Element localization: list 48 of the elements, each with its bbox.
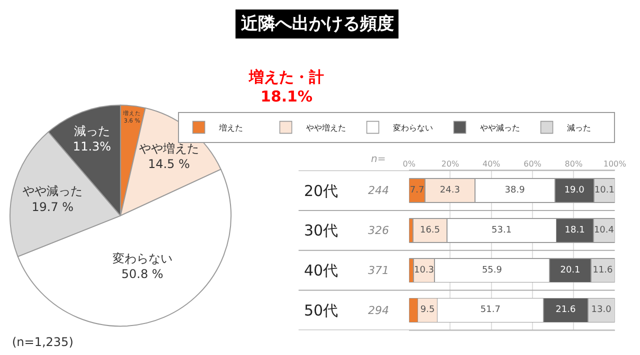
data-label: 19.7 % [32, 200, 74, 214]
data-label: 50.8 % [121, 267, 164, 282]
legend-label: 減った [566, 123, 591, 132]
slice-label: 変わらない [112, 252, 172, 266]
data-label: 11.6 [592, 265, 614, 276]
data-label: 10.3 [414, 265, 434, 276]
y-tick-label: 50代 [304, 301, 338, 320]
legend-label: 増えた [218, 123, 243, 132]
slice-label: やや増えた [138, 141, 199, 156]
data-label: 10.4 [594, 225, 614, 236]
data-label: 7.7 [410, 186, 424, 196]
data-label: 55.9 [482, 265, 502, 276]
data-label: 18.1 [564, 225, 585, 236]
y-tick-label: 30代 [304, 222, 338, 240]
legend-label: やや減った [480, 123, 520, 132]
data-label: 14.5 % [148, 156, 190, 171]
slice-label: 減った [74, 124, 110, 138]
text: 294 [368, 304, 389, 317]
data-label: 13.0 [591, 305, 612, 316]
x-tick-label: 60% [524, 159, 542, 168]
x-tick-label: 100% [603, 159, 627, 168]
text: 244 [368, 184, 389, 197]
x-tick-label: 80% [564, 159, 583, 168]
y-tick-label: 20代 [304, 182, 338, 200]
data-label: 51.7 [480, 305, 500, 316]
data-label: 10.1 [594, 186, 614, 196]
legend-label: 変わらない [392, 123, 433, 132]
data-label: 19.0 [564, 186, 585, 196]
data-label: 21.6 [556, 305, 576, 316]
text: 371 [368, 264, 389, 277]
data-label: 38.9 [504, 186, 526, 196]
x-tick-label: 20% [441, 159, 460, 168]
slice-label: やや減った [22, 184, 83, 198]
data-label: 9.5 [420, 305, 435, 316]
data-label: 53.1 [492, 225, 512, 236]
text: 近隣へ出かける頻度 [240, 14, 394, 34]
x-tick-label: 40% [482, 159, 501, 168]
y-tick-label: 40代 [304, 262, 338, 280]
text: n= [371, 154, 386, 165]
data-label: 20.1 [560, 265, 580, 276]
data-label: 16.5 [420, 225, 440, 236]
text: 増えた・計 18.1% [248, 68, 324, 106]
text: 326 [368, 224, 389, 237]
data-label: 24.3 [440, 186, 460, 196]
legend-label: やや増えた [306, 123, 346, 132]
data-label: 11.3% [72, 140, 112, 154]
text: (n=1,235) [12, 335, 74, 349]
x-tick-label: 0% [402, 159, 416, 168]
